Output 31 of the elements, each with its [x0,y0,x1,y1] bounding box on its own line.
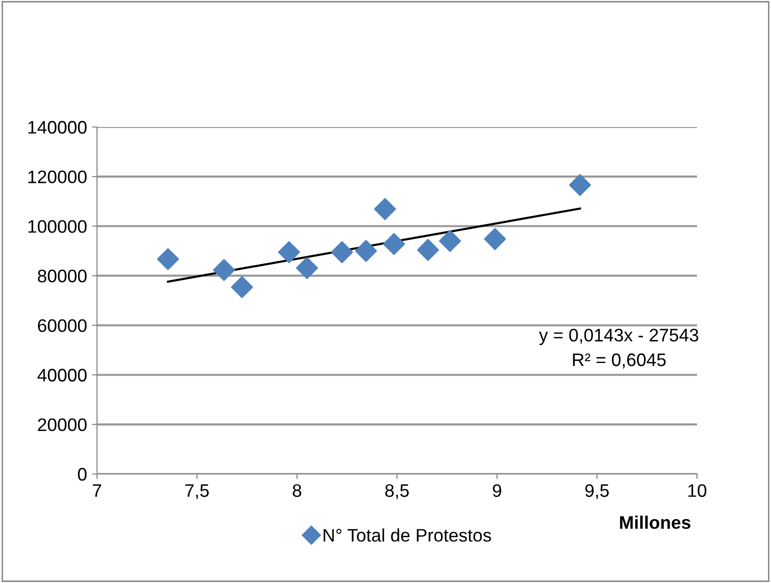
point [213,259,235,282]
annotation: y = 0,0143x - 27543 R² = 0,6045 [538,328,698,368]
y-tick-label: 60000 [38,319,87,332]
point [569,174,591,196]
point [374,198,396,220]
point [278,241,300,264]
point [439,230,461,252]
y-tick-label: 40000 [37,368,87,382]
y-tick-label: 140000 [28,120,87,134]
x-tick-label: 9,5 [585,484,609,500]
x-tick-label: 10 [688,484,706,497]
point [355,240,377,262]
x-tick-label: 8,5 [385,484,409,500]
legend-label: N° Total de Protestos [324,528,492,542]
point [383,232,405,255]
x-tick-label: 7 [92,484,102,497]
y-tick-label: 0 [78,468,87,481]
y-tick-label: 20000 [38,418,87,432]
x-tick-label: 7,5 [185,484,209,500]
x-axis-title: Millones [620,516,690,529]
y-tick-label: 80000 [38,270,87,282]
point [417,238,439,261]
y-tick-label: 120000 [28,170,87,184]
x-tick-label: 8 [292,484,302,497]
point [157,248,179,270]
point [484,228,506,250]
x-tick-label: 9 [492,484,502,497]
point [331,241,353,264]
y-tick-label: 100000 [28,220,87,233]
point [296,257,318,280]
point [231,276,253,298]
